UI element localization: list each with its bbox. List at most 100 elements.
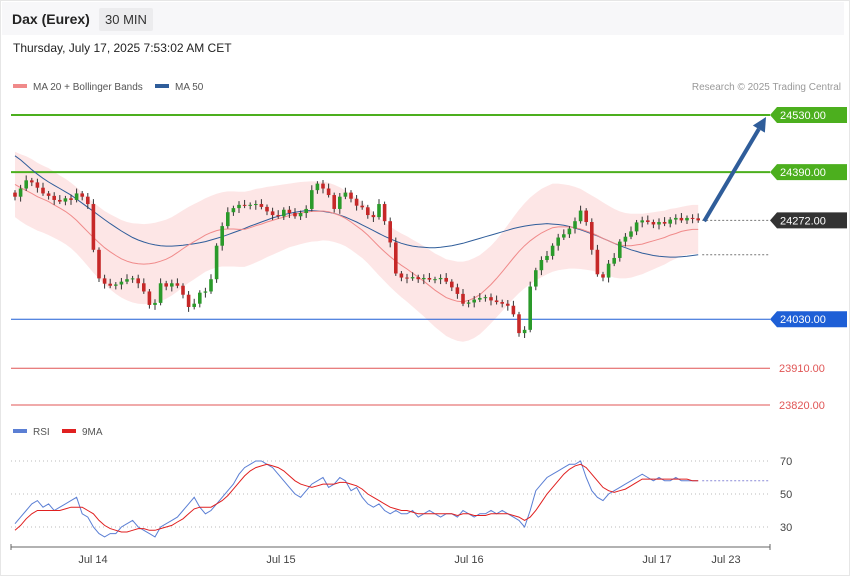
ma20-legend-label: MA 20 + Bollinger Bands xyxy=(33,82,143,93)
candle-body-1 xyxy=(18,188,23,197)
candle-body-41 xyxy=(242,204,247,206)
candle-body-48 xyxy=(282,209,286,217)
candle-body-81 xyxy=(466,302,471,304)
candle-body-15 xyxy=(97,249,101,279)
candle-body-34 xyxy=(203,291,208,293)
candle-body-72 xyxy=(416,277,420,280)
candle-body-40 xyxy=(237,204,241,209)
candle-body-33 xyxy=(198,292,202,304)
candle-body-55 xyxy=(321,183,325,189)
ma9-legend-label: 9MA xyxy=(82,427,103,438)
candle-body-10 xyxy=(69,198,73,200)
candle-body-105 xyxy=(601,274,605,278)
candle-body-43 xyxy=(254,204,258,206)
candle-body-103 xyxy=(590,222,594,250)
candle-body-109 xyxy=(623,236,628,242)
candle-body-52 xyxy=(304,208,308,214)
candle-body-24 xyxy=(147,291,152,305)
candle-body-20 xyxy=(125,279,129,282)
candle-body-37 xyxy=(220,226,224,246)
candle-body-73 xyxy=(422,277,426,280)
candle-body-114 xyxy=(651,222,656,225)
candle-body-96 xyxy=(550,245,555,256)
candle-body-86 xyxy=(494,300,499,303)
candle-body-116 xyxy=(662,222,667,224)
candle-body-7 xyxy=(52,195,56,200)
candle-body-63 xyxy=(366,207,370,216)
candle-body-106 xyxy=(606,263,611,278)
rsi-tick-50: 50 xyxy=(780,489,792,501)
ma9-legend-swatch xyxy=(62,429,76,433)
candle-body-30 xyxy=(181,285,185,295)
candle-body-115 xyxy=(657,222,661,225)
candle-body-100 xyxy=(573,221,577,229)
candle-body-59 xyxy=(343,192,348,197)
candle-body-3 xyxy=(30,180,34,183)
candlesticks xyxy=(13,175,700,339)
candle-body-35 xyxy=(209,279,213,292)
candle-body-39 xyxy=(231,208,236,213)
candle-body-19 xyxy=(119,281,124,285)
candle-body-53 xyxy=(310,190,314,209)
candle-body-85 xyxy=(489,297,493,301)
forecast-arrow xyxy=(702,117,766,223)
candle-body-108 xyxy=(618,241,622,258)
candle-body-70 xyxy=(405,277,409,279)
candle-body-8 xyxy=(58,199,62,202)
candle-body-111 xyxy=(634,222,639,232)
candle-body-80 xyxy=(461,293,465,304)
candle-body-91 xyxy=(522,329,527,334)
candle-body-71 xyxy=(410,277,415,279)
rsi-tick-70: 70 xyxy=(780,456,792,468)
candle-body-49 xyxy=(287,209,292,214)
candle-body-58 xyxy=(338,196,342,209)
candle-body-65 xyxy=(377,204,381,218)
candle-body-60 xyxy=(349,192,353,199)
price-levels: 24530.00 24390.00 24030.00 23910.00 23820.00 xyxy=(11,107,847,412)
candle-body-28 xyxy=(170,283,174,287)
x-tick-label-0: Jul 14 xyxy=(78,554,107,566)
copyright-label: Research © 2025 Trading Central xyxy=(692,82,841,93)
current-price-tag xyxy=(770,212,847,229)
candle-body-54 xyxy=(315,183,320,191)
candle-body-99 xyxy=(567,228,572,235)
candle-body-62 xyxy=(360,205,364,208)
candle-body-45 xyxy=(265,206,269,212)
bollinger-band-area xyxy=(15,151,699,342)
candle-body-16 xyxy=(102,278,107,284)
candle-body-110 xyxy=(629,231,633,237)
candle-body-76 xyxy=(438,277,443,280)
candle-body-107 xyxy=(612,257,616,264)
candle-body-95 xyxy=(545,255,549,260)
rsi-line xyxy=(14,460,699,538)
candle-body-82 xyxy=(472,299,476,303)
rsi-ma9-line xyxy=(14,463,699,533)
candle-body-25 xyxy=(153,302,157,305)
candle-body-47 xyxy=(276,215,280,217)
candle-body-0 xyxy=(13,192,17,197)
x-axis: Jul 14 Jul 15 Jul 16 Jul 17 Jul 23 xyxy=(10,544,771,566)
candle-body-69 xyxy=(399,273,404,278)
candle-body-29 xyxy=(175,283,180,286)
level-label-2: 24030.00 xyxy=(780,314,826,326)
timestamp: Thursday, July 17, 2025 7:53:02 AM CET xyxy=(13,41,232,55)
x-tick-label-2: Jul 16 xyxy=(454,554,483,566)
candle-body-101 xyxy=(578,210,583,222)
candle-body-13 xyxy=(86,196,90,205)
level-label-0: 24530.00 xyxy=(780,110,826,122)
candle-body-26 xyxy=(158,283,163,303)
level-label-4: 23820.00 xyxy=(779,400,825,412)
level-label-1: 24390.00 xyxy=(780,167,826,179)
current-price-label: 24272.00 xyxy=(780,215,826,227)
candle-body-61 xyxy=(354,198,359,206)
moving-averages: 24272.00 xyxy=(14,155,847,303)
candle-body-87 xyxy=(500,302,504,304)
candle-body-83 xyxy=(478,297,482,300)
candle-body-77 xyxy=(444,277,448,282)
rsi-panel: 70 50 30 xyxy=(11,456,792,538)
candle-body-117 xyxy=(668,219,672,224)
ma50-line xyxy=(14,155,699,258)
timeframe-badge[interactable]: 30 MIN xyxy=(99,8,153,31)
candle-body-97 xyxy=(556,237,560,246)
candle-body-79 xyxy=(455,287,460,294)
